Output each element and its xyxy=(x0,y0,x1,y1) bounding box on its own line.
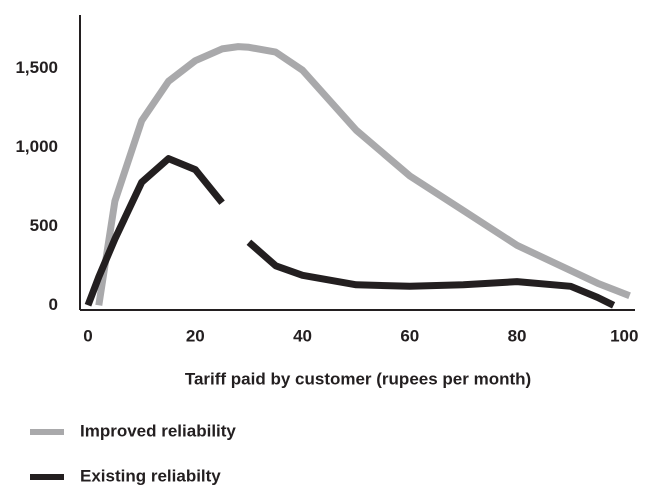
line-series xyxy=(95,43,631,306)
legend-label: Existing reliabilty xyxy=(80,466,221,485)
x-tick-label: 0 xyxy=(83,326,92,345)
y-tick-label: 500 xyxy=(30,216,58,235)
y-tick-label: 0 xyxy=(49,295,58,314)
y-tick-label: 1,000 xyxy=(15,137,58,156)
x-tick-label: 100 xyxy=(610,326,638,345)
x-axis-label: Tariff paid by customer (rupees per mont… xyxy=(185,369,531,388)
line-series xyxy=(84,155,616,309)
legend-label: Improved reliability xyxy=(80,421,236,440)
x-tick-label: 20 xyxy=(186,326,205,345)
x-tick-label: 40 xyxy=(293,326,312,345)
x-tick-label: 60 xyxy=(400,326,419,345)
y-tick-label: 1,500 xyxy=(15,58,58,77)
x-tick-label: 80 xyxy=(508,326,527,345)
